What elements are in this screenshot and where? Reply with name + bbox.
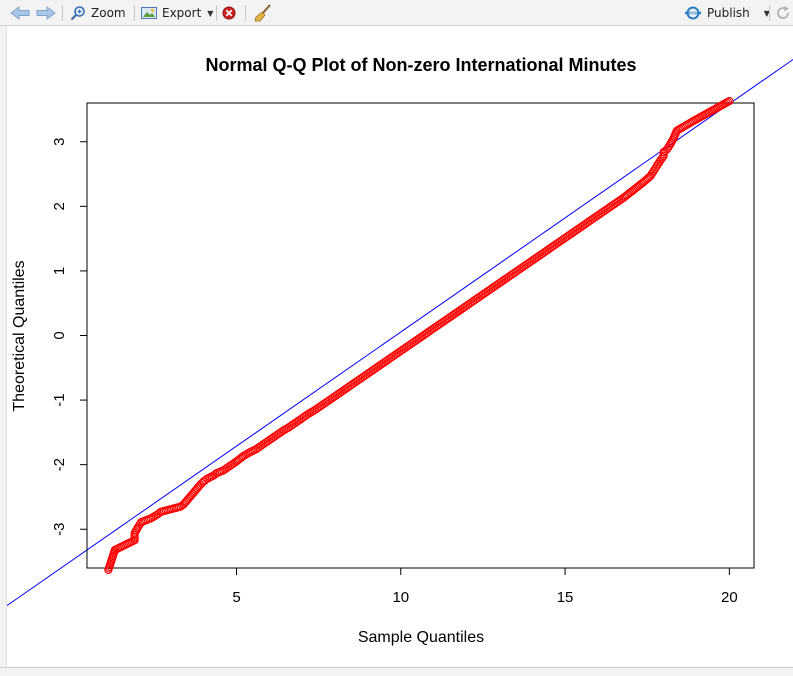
back-button[interactable]: [10, 0, 30, 26]
data-point: [723, 97, 733, 106]
toolbar-divider: [216, 5, 217, 21]
publish-label: Publish: [707, 6, 750, 20]
refresh-button[interactable]: [775, 0, 791, 26]
x-tick-label: 20: [721, 589, 738, 606]
zoom-label: Zoom: [91, 6, 126, 20]
data-point: [725, 96, 734, 106]
plot-toolbar: Zoom Export ▼ Publish ▼: [0, 0, 793, 26]
chevron-down-icon: ▼: [763, 8, 770, 18]
x-tick-label: 10: [392, 589, 409, 606]
forward-button[interactable]: [36, 0, 56, 26]
arrow-left-icon: [10, 6, 30, 20]
toolbar-divider: [62, 5, 63, 21]
y-tick-label: -3: [51, 523, 68, 536]
plot-viewer: Normal Q-Q Plot of Non-zero Internationa…: [7, 27, 793, 667]
publish-button[interactable]: Publish ▼: [684, 0, 770, 26]
data-points: [104, 96, 734, 575]
x-tick-label: 5: [232, 589, 240, 606]
remove-plot-icon: [222, 6, 236, 20]
refresh-icon: [777, 6, 789, 19]
broom-icon: [254, 4, 271, 22]
toolbar-divider: [769, 5, 770, 21]
panel-bottom-edge: [0, 667, 793, 676]
reference-line-group: [7, 58, 793, 607]
data-point: [236, 454, 245, 463]
toolbar-divider: [245, 5, 246, 21]
panel-left-edge: [0, 26, 7, 667]
data-point: [195, 481, 204, 491]
arrow-right-icon: [36, 6, 56, 20]
x-axis: 5 10 15 20: [232, 568, 738, 606]
y-tick-label: 0: [51, 331, 68, 339]
y-axis-label: Theoretical Quantiles: [11, 260, 28, 411]
export-image-icon: [141, 7, 157, 19]
publish-icon: [685, 6, 701, 20]
export-button[interactable]: Export ▼: [141, 0, 213, 26]
y-tick-label: 2: [51, 202, 68, 210]
chevron-down-icon: ▼: [207, 8, 214, 18]
x-axis-label: Sample Quantiles: [358, 629, 484, 646]
zoom-button[interactable]: Zoom: [70, 0, 126, 26]
qq-reference-line: [7, 58, 793, 607]
y-tick-label: 1: [51, 267, 68, 275]
toolbar-divider: [134, 5, 135, 21]
data-point: [136, 519, 145, 528]
y-tick-label: -1: [51, 393, 68, 406]
clear-plots-button[interactable]: [254, 0, 272, 26]
x-tick-label: 15: [557, 589, 574, 606]
remove-plot-button[interactable]: [222, 0, 236, 26]
y-axis: -3 -2 -1 0 1 2 3: [51, 138, 87, 536]
magnifier-icon: [70, 6, 85, 21]
y-tick-label: 3: [51, 138, 68, 146]
qq-plot: Normal Q-Q Plot of Non-zero Internationa…: [7, 55, 793, 646]
data-point: [658, 153, 667, 162]
y-tick-label: -2: [51, 458, 68, 471]
export-label: Export: [162, 6, 202, 20]
chart-title: Normal Q-Q Plot of Non-zero Internationa…: [205, 55, 636, 75]
